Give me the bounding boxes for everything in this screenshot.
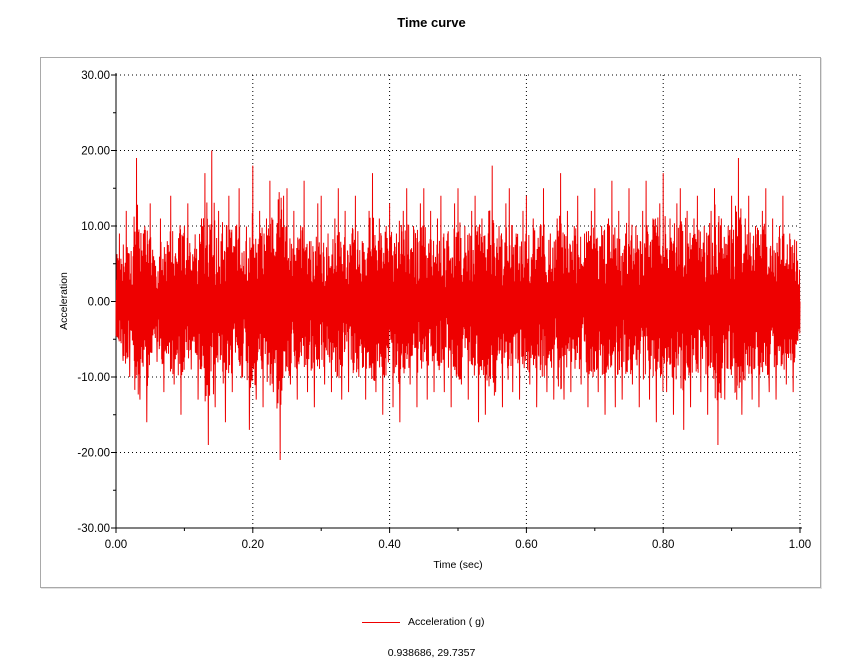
y-tick-label: 0.00 [88,297,110,309]
x-tick-label: 1.00 [789,539,811,551]
x-tick-label: 0.40 [378,539,400,551]
chart-svg[interactable]: 0.00 0.20 0.40 0.60 0.80 1.00 30.00 20.00 10.00 0… [0,0,863,600]
legend-label-acceleration: Acceleration ( g) [408,616,485,628]
x-tick-label: 0.00 [105,539,127,551]
cursor-readout: 0.938686, 29.7357 [387,647,476,659]
x-axis-label: Time (sec) [433,559,482,571]
x-tick-label: 0.80 [652,539,674,551]
y-tick-label: -10.00 [77,372,110,384]
y-tick-label: -30.00 [77,523,110,535]
y-tick-label: 30.00 [81,70,110,82]
series-layer [115,150,801,461]
y-tick-label: 20.00 [81,146,110,158]
y-axis-label: Acceleration [58,272,70,330]
x-tick-label: 0.20 [242,539,264,551]
chart-title: Time curve [397,15,466,30]
legend: Acceleration ( g) [362,614,484,630]
y-tick-label: 10.00 [81,221,110,233]
y-tick-label: -20.00 [77,448,110,460]
series-line-acceleration [115,150,801,461]
legend-swatch-acceleration [362,621,400,623]
label-layer: 0.00 0.20 0.40 0.60 0.80 1.00 30.00 20.00 10.00 0… [77,70,811,551]
x-tick-label: 0.60 [515,539,537,551]
